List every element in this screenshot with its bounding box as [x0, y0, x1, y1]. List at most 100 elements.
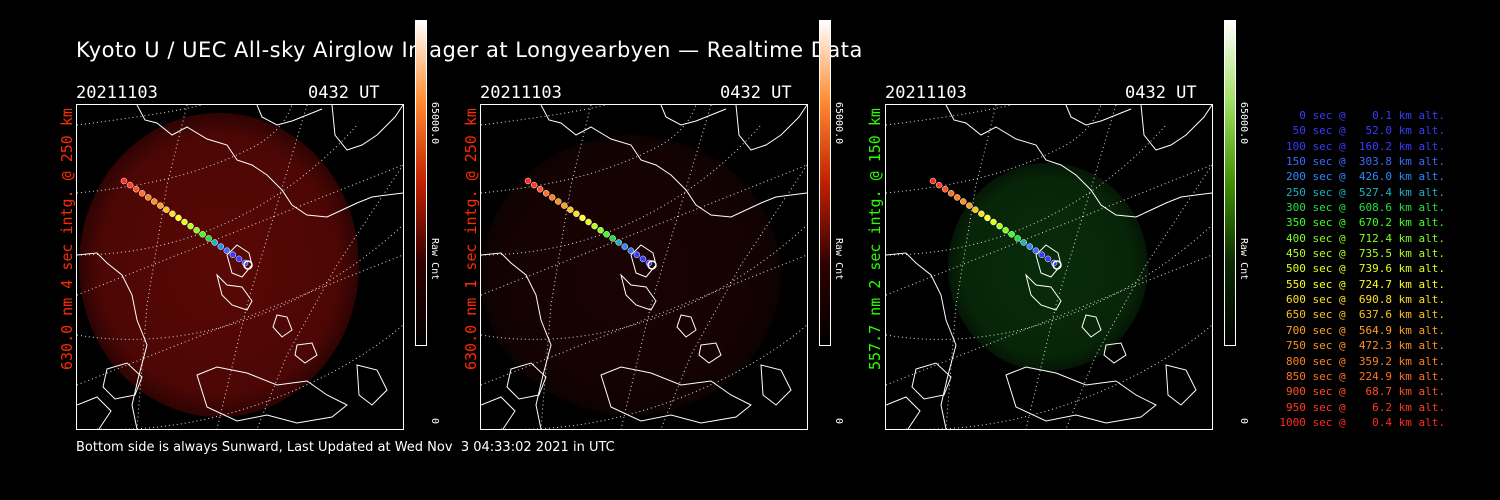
allsky-image — [480, 104, 808, 430]
legend-entry: 350 sec @ 670.2 km alt. — [1279, 216, 1445, 230]
track-marker — [603, 231, 610, 238]
colorbar-label: Raw Cnt — [833, 238, 844, 281]
legend-entry: 300 sec @ 608.6 km alt. — [1279, 201, 1445, 215]
panel-ylabel: 557.7 nm 2 sec intg. @ 150 km — [866, 108, 884, 370]
legend-entry: 800 sec @ 359.2 km alt. — [1279, 354, 1445, 368]
track-marker — [555, 198, 562, 205]
panel-time: 0432 UT — [1125, 83, 1197, 103]
track-marker — [972, 206, 979, 213]
track-marker — [561, 202, 568, 209]
legend-entry: 400 sec @ 712.4 km alt. — [1279, 231, 1445, 245]
lat-lon-grid — [77, 105, 403, 429]
coastlines — [481, 105, 807, 429]
track-marker — [217, 243, 225, 250]
legend-entry: 650 sec @ 637.6 km alt. — [1279, 308, 1445, 322]
legend-entry: 500 sec @ 739.6 km alt. — [1279, 262, 1445, 276]
colorbar — [1224, 20, 1236, 346]
legend-entry: 200 sec @ 426.0 km alt. — [1279, 170, 1445, 184]
track-marker — [1002, 226, 1009, 234]
track-marker — [615, 239, 622, 246]
track-marker — [199, 231, 206, 238]
track-marker — [585, 218, 592, 226]
track-marker — [211, 239, 218, 246]
track-marker — [157, 202, 164, 209]
track-marker — [229, 251, 237, 259]
legend-entry: 250 sec @ 527.4 km alt. — [1279, 185, 1445, 199]
panel-date: 20211103 — [76, 83, 158, 103]
panel-ylabel: 630.0 nm 1 sec intg. @ 250 km — [462, 108, 480, 370]
track-marker — [1020, 239, 1027, 246]
legend-entry: 950 sec @ 6.2 km alt. — [1279, 400, 1445, 414]
legend-entry: 450 sec @ 735.5 km alt. — [1279, 247, 1445, 261]
panel-ylabel: 630.0 nm 4 sec intg. @ 250 km — [58, 108, 76, 370]
track-marker — [187, 222, 194, 230]
legend-entry: 100 sec @ 160.2 km alt. — [1279, 139, 1445, 153]
track-marker — [633, 251, 641, 259]
track-marker — [542, 190, 550, 197]
station-marker — [647, 260, 657, 270]
track-marker — [235, 255, 243, 263]
track-marker — [947, 190, 955, 197]
legend-entry: 50 sec @ 52.0 km alt. — [1279, 124, 1445, 138]
track-marker — [984, 214, 991, 222]
track-marker — [627, 247, 635, 254]
track-marker — [1008, 231, 1015, 238]
track-marker — [120, 177, 128, 185]
colorbar-max: 65000.0 — [429, 102, 440, 145]
track-marker — [621, 243, 629, 250]
track-marker — [144, 194, 152, 201]
track-marker — [941, 185, 949, 193]
track-marker — [960, 198, 967, 205]
track-marker — [536, 185, 544, 193]
legend-entry: 550 sec @ 724.7 km alt. — [1279, 277, 1445, 291]
station-marker — [1052, 260, 1062, 270]
track-marker — [567, 206, 574, 213]
lat-lon-grid — [886, 105, 1212, 429]
track-marker — [591, 222, 598, 230]
colorbar-label: Raw Cnt — [1238, 238, 1249, 281]
allsky-image — [885, 104, 1213, 430]
airglow-emission — [948, 163, 1148, 371]
coastlines — [886, 105, 1212, 429]
allsky-image — [76, 104, 404, 430]
colorbar-min: 0 — [429, 418, 440, 425]
legend-entry: 850 sec @ 224.9 km alt. — [1279, 369, 1445, 383]
colorbar — [819, 20, 831, 346]
track-marker — [978, 210, 985, 218]
legend-entry: 700 sec @ 564.9 km alt. — [1279, 323, 1445, 337]
colorbar-max: 65000.0 — [1238, 102, 1249, 145]
coastlines — [77, 105, 403, 429]
track-marker — [530, 181, 538, 189]
airglow-panel-557-2s: 20211103 0432 UT — [885, 84, 1260, 430]
track-marker — [579, 214, 586, 222]
panel-time: 0432 UT — [720, 83, 792, 103]
track-marker — [181, 218, 188, 226]
colorbar-label: Raw Cnt — [429, 238, 440, 281]
airglow-panel-630-4s: 20211103 0432 UT — [76, 84, 451, 430]
time-altitude-legend: 0 sec @ 0.1 km alt. 50 sec @ 52.0 km alt… — [1255, 108, 1445, 430]
track-marker — [609, 235, 616, 242]
colorbar-min: 0 — [833, 418, 844, 425]
airglow-emission — [79, 113, 359, 417]
footer-note: Bottom side is always Sunward, Last Upda… — [76, 440, 615, 455]
track-marker — [151, 198, 158, 205]
satellite-track — [524, 177, 657, 270]
legend-entry: 900 sec @ 68.7 km alt. — [1279, 385, 1445, 399]
track-marker — [1026, 243, 1034, 250]
colorbar-max: 65000.0 — [833, 102, 844, 145]
legend-entry: 0 sec @ 0.1 km alt. — [1279, 109, 1445, 122]
legend-entry: 150 sec @ 303.8 km alt. — [1279, 155, 1445, 169]
track-marker — [966, 202, 973, 209]
track-marker — [169, 210, 176, 218]
track-marker — [524, 177, 532, 185]
airglow-emission — [481, 135, 781, 415]
satellite-track — [120, 177, 253, 270]
lat-lon-grid — [481, 105, 807, 429]
satellite-track — [929, 177, 1062, 270]
track-marker — [175, 214, 182, 222]
track-marker — [996, 222, 1003, 230]
track-marker — [953, 194, 961, 201]
legend-entry: 600 sec @ 690.8 km alt. — [1279, 293, 1445, 307]
track-marker — [929, 177, 937, 185]
track-marker — [223, 247, 231, 254]
